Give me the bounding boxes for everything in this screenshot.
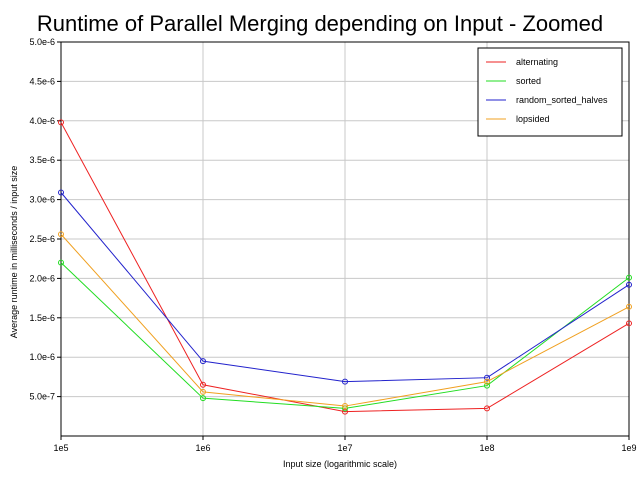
y-axis-label: Average runtime in milliseconds / input …	[9, 166, 19, 338]
series-line-random-sorted-halves	[60, 192, 630, 383]
data-point-lopsided	[58, 231, 64, 238]
data-point-alternating	[484, 405, 490, 412]
data-point-lopsided	[342, 403, 348, 410]
data-point-lopsided	[484, 378, 490, 385]
data-point-random-sorted-halves	[58, 189, 64, 196]
legend: alternating sorted random_sorted_halveslop…	[477, 47, 623, 137]
data-point-lopsided	[200, 388, 206, 395]
x-tick-label: 1e9	[621, 443, 636, 453]
data-point-sorted	[200, 395, 206, 402]
y-tick-label: 1.5e-6	[29, 313, 55, 323]
legend-entry: lopsided	[516, 114, 550, 124]
x-axis-label: Input size (logarithmic scale)	[283, 459, 397, 469]
y-tick-label: 4.0e-6	[29, 116, 55, 126]
y-tick-label: 2.5e-6	[29, 234, 55, 244]
series-line-alternating	[60, 122, 630, 413]
x-axis: 1e5 1e6 1e7 1e8 1e9	[53, 436, 637, 453]
legend-entry: sorted	[516, 76, 541, 86]
data-point-random-sorted-halves	[342, 378, 348, 385]
series-line-lopsided	[60, 233, 630, 407]
data-point-sorted	[58, 259, 64, 266]
y-tick-label: 5.0e-6	[29, 37, 55, 47]
y-axis: 5.0e-7 1.0e-6 1.5e-6 2.0e-6 2.5e-6 3.0e-6 3.5e…	[29, 37, 61, 402]
data-point-random-sorted-halves	[626, 281, 632, 288]
data-point-alternating	[626, 320, 632, 327]
legend-entry: alternating	[516, 57, 558, 67]
x-tick-label: 1e7	[337, 443, 352, 453]
data-point-alternating	[342, 408, 348, 415]
data-point-lopsided	[626, 303, 632, 310]
y-tick-label: 5.0e-7	[29, 392, 55, 402]
data-point-random-sorted-halves	[200, 358, 206, 365]
data-point-random-sorted-halves	[484, 374, 490, 381]
series-group	[58, 119, 632, 415]
y-tick-label: 4.5e-6	[29, 76, 55, 86]
data-point-sorted	[626, 274, 632, 281]
x-tick-label: 1e5	[53, 443, 68, 453]
x-tick-label: 1e6	[195, 443, 210, 453]
y-tick-label: 3.5e-6	[29, 155, 55, 165]
data-point-alternating	[58, 119, 64, 126]
legend-entry: random_sorted_halves	[516, 95, 608, 105]
y-tick-label: 2.0e-6	[29, 273, 55, 283]
data-point-sorted	[484, 382, 490, 389]
data-point-alternating	[200, 381, 206, 388]
legend-box	[477, 47, 623, 137]
x-tick-label: 1e8	[479, 443, 494, 453]
chart-title: Runtime of Parallel Merging depending on…	[37, 11, 603, 36]
y-tick-label: 3.0e-6	[29, 195, 55, 205]
y-tick-label: 1.0e-6	[29, 352, 55, 362]
